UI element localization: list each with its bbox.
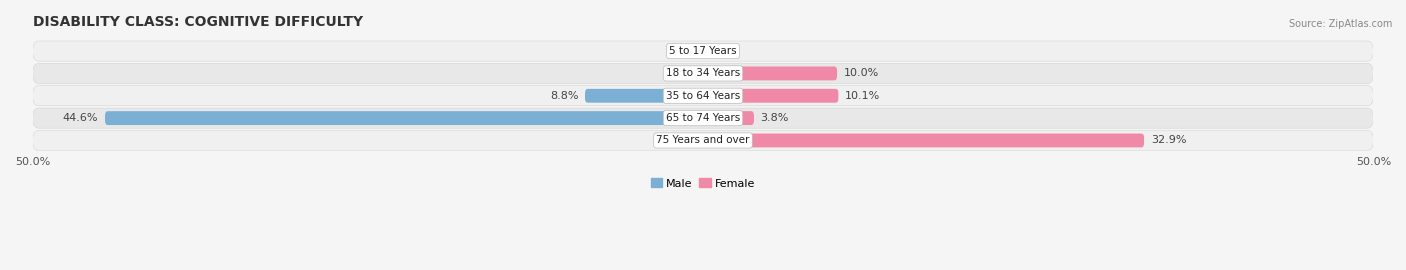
FancyBboxPatch shape xyxy=(32,108,1374,128)
Text: 44.6%: 44.6% xyxy=(63,113,98,123)
FancyBboxPatch shape xyxy=(105,111,703,125)
Text: 0.0%: 0.0% xyxy=(669,46,697,56)
Text: 5 to 17 Years: 5 to 17 Years xyxy=(669,46,737,56)
Text: 0.0%: 0.0% xyxy=(709,46,737,56)
Text: 10.1%: 10.1% xyxy=(845,91,880,101)
Legend: Male, Female: Male, Female xyxy=(647,174,759,193)
Text: 0.0%: 0.0% xyxy=(669,68,697,78)
Text: Source: ZipAtlas.com: Source: ZipAtlas.com xyxy=(1288,19,1392,29)
FancyBboxPatch shape xyxy=(32,41,1374,61)
FancyBboxPatch shape xyxy=(32,63,1374,83)
Text: 8.8%: 8.8% xyxy=(550,91,578,101)
Text: 18 to 34 Years: 18 to 34 Years xyxy=(666,68,740,78)
Text: 3.8%: 3.8% xyxy=(761,113,789,123)
FancyBboxPatch shape xyxy=(703,134,1144,147)
Text: 65 to 74 Years: 65 to 74 Years xyxy=(666,113,740,123)
Text: 32.9%: 32.9% xyxy=(1150,136,1187,146)
FancyBboxPatch shape xyxy=(32,130,1374,150)
FancyBboxPatch shape xyxy=(703,111,754,125)
FancyBboxPatch shape xyxy=(32,86,1374,106)
Text: 75 Years and over: 75 Years and over xyxy=(657,136,749,146)
FancyBboxPatch shape xyxy=(585,89,703,103)
Text: DISABILITY CLASS: COGNITIVE DIFFICULTY: DISABILITY CLASS: COGNITIVE DIFFICULTY xyxy=(32,15,363,29)
FancyBboxPatch shape xyxy=(703,89,838,103)
Text: 0.0%: 0.0% xyxy=(669,136,697,146)
Text: 35 to 64 Years: 35 to 64 Years xyxy=(666,91,740,101)
Text: 10.0%: 10.0% xyxy=(844,68,879,78)
FancyBboxPatch shape xyxy=(703,66,837,80)
